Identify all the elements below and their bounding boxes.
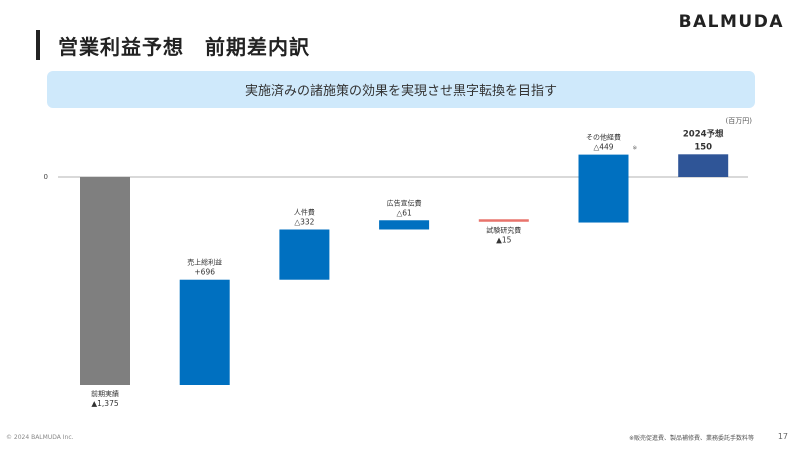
bar-step-5 xyxy=(578,154,629,223)
title-accent-bar xyxy=(36,30,40,60)
brand-logo: BALMUDA xyxy=(678,12,784,32)
bar-prior-year-0 xyxy=(80,177,130,385)
bar-label: 売上総利益 xyxy=(187,258,222,267)
bars-group: 前期実績▲1,375 売上総利益+696 人件費△332 広告宣伝費△61 試験研究費▲… xyxy=(80,128,729,408)
bar-label: その他経費 xyxy=(586,133,621,142)
bar-value-label: ▲15 xyxy=(496,236,512,245)
bar-value-label: △449 xyxy=(593,143,613,152)
bar-step-2 xyxy=(279,229,330,280)
bar-label: 試験研究費 xyxy=(486,226,521,235)
bar-value-label: ▲1,375 xyxy=(91,399,118,408)
copyright-text: © 2024 BALMUDA Inc. xyxy=(6,434,74,441)
bar-label: 前期実績 xyxy=(91,389,119,398)
bar-label: 人件費 xyxy=(294,207,315,216)
headline-banner: 実施済みの諸施策の効果を実現させ黒字転換を目指す xyxy=(47,71,755,108)
bar-value-label: △61 xyxy=(396,208,412,217)
bar-forecast-6 xyxy=(678,154,729,177)
bar-value-label: +696 xyxy=(194,268,215,277)
bar-value-label: 150 xyxy=(694,142,712,152)
footnote-text: ※販売促進費、製品補修費、業務委託手数料等 xyxy=(628,435,754,442)
bar-value-label: △332 xyxy=(294,217,314,226)
footnote-mark: ※ xyxy=(633,146,638,152)
bar-label: 広告宣伝費 xyxy=(387,198,422,207)
bar-step-4 xyxy=(478,219,529,222)
zero-tick-label: 0 xyxy=(44,173,48,181)
headline-text: 実施済みの諸施策の効果を実現させ黒字転換を目指す xyxy=(244,84,557,99)
bar-label: 2024予想 xyxy=(683,128,724,139)
bar-step-3 xyxy=(379,220,430,230)
page-title: 営業利益予想 前期差内訳 xyxy=(58,35,310,59)
unit-label: (百万円) xyxy=(725,117,752,125)
bar-step-1 xyxy=(179,279,230,385)
page-number: 17 xyxy=(777,432,788,441)
